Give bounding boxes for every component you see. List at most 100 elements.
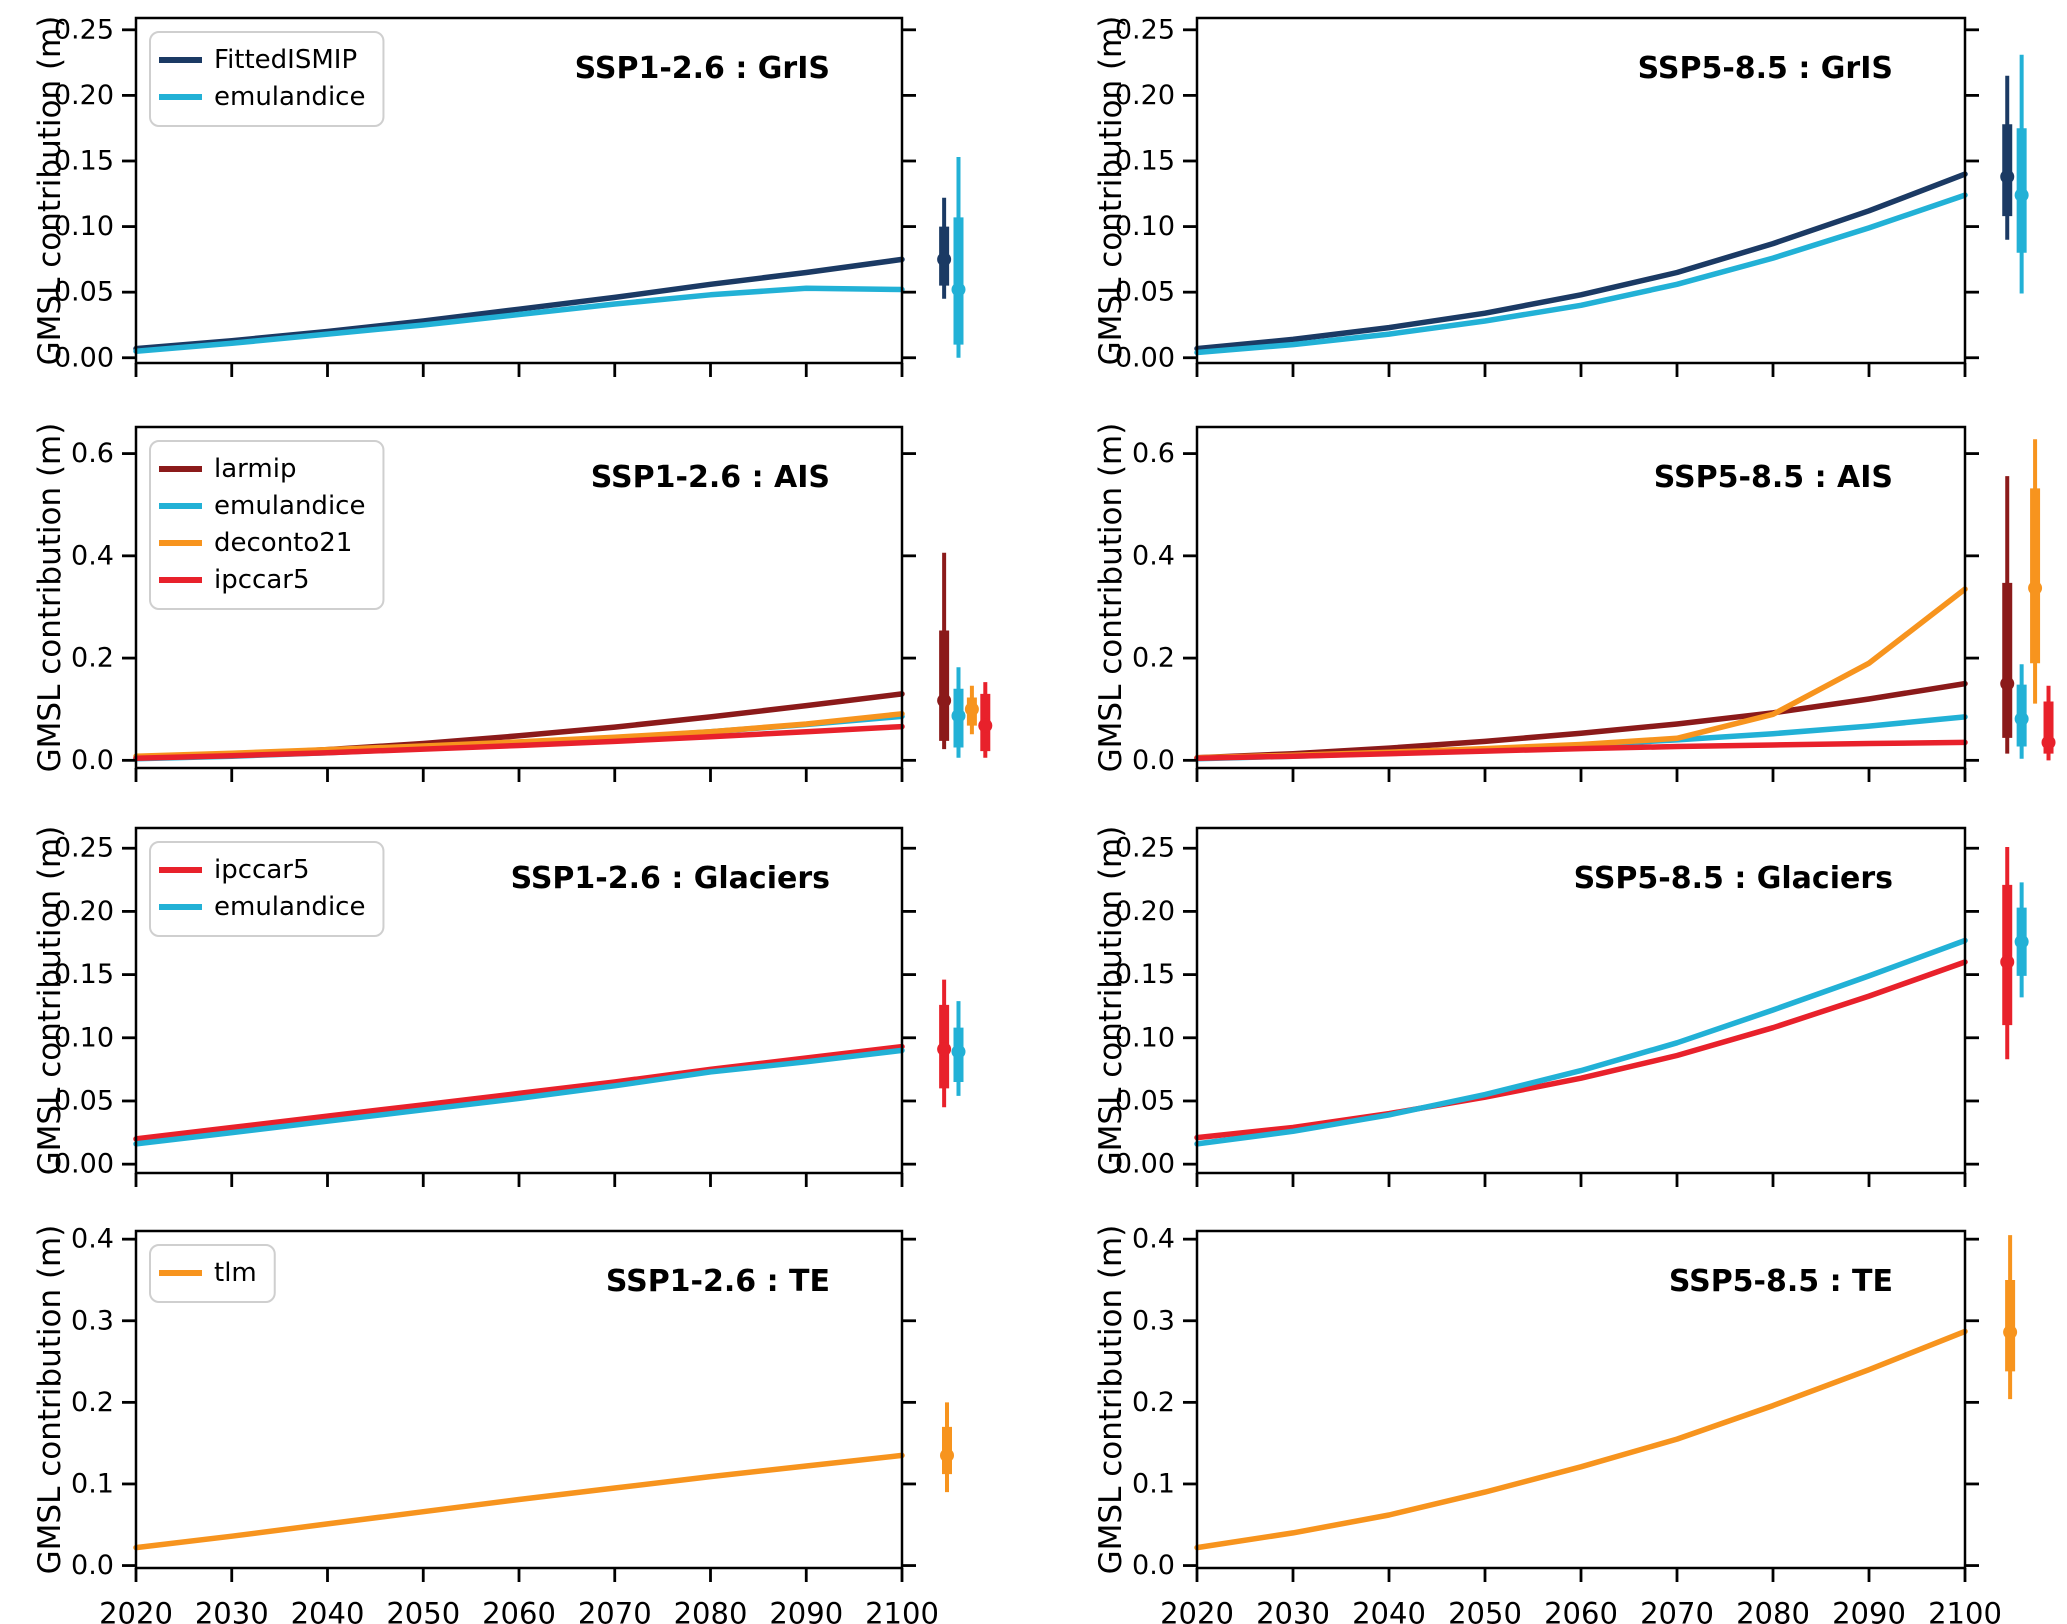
series-line-ipccar5 bbox=[133, 1043, 905, 1142]
errorbar-median-ipccar5 bbox=[2000, 954, 2015, 969]
x-tick-label: 2040 bbox=[291, 1597, 365, 1624]
errorbar-median-emulandice bbox=[2014, 188, 2029, 203]
series-line-emulandice bbox=[1194, 192, 1968, 356]
y-tick-label: 0.10 bbox=[1115, 211, 1175, 242]
y-tick-label: 0.05 bbox=[54, 1085, 114, 1116]
y-tick-label: 0.2 bbox=[71, 643, 114, 674]
legend-label-FittedISMIP: FittedISMIP bbox=[214, 45, 357, 75]
legend-label-emulandice: emulandice bbox=[214, 892, 365, 922]
y-tick-label: 0.15 bbox=[1115, 959, 1175, 990]
y-tick-label: 0.25 bbox=[54, 14, 114, 45]
x-tick-label: 2040 bbox=[1352, 1597, 1426, 1624]
y-tick-label: 0.00 bbox=[54, 342, 114, 373]
y-tick-label: 0.20 bbox=[54, 80, 114, 111]
panel-title: SSP1-2.6 : GrIS bbox=[575, 51, 830, 86]
x-tick-label: 2070 bbox=[578, 1597, 652, 1624]
x-tick-label: 2050 bbox=[1448, 1597, 1522, 1624]
series-line-ipccar5 bbox=[1194, 959, 1968, 1141]
y-tick-label: 0.0 bbox=[71, 1550, 114, 1581]
x-tick-label: 2090 bbox=[1832, 1597, 1906, 1624]
x-tick-label: 2030 bbox=[1256, 1597, 1330, 1624]
y-tick-label: 0.10 bbox=[1115, 1022, 1175, 1053]
legend-label-ipccar5: ipccar5 bbox=[214, 855, 309, 885]
legend-box: tlm bbox=[149, 1244, 276, 1303]
x-tick-label: 2100 bbox=[1928, 1597, 2002, 1624]
legend-label-tlm: tlm bbox=[214, 1258, 257, 1288]
y-tick-label: 0.1 bbox=[1132, 1468, 1175, 1499]
series-line-ipccar5 bbox=[133, 723, 905, 762]
y-axis-label: GMSL contribution (m) bbox=[32, 16, 68, 366]
series-line-emulandice bbox=[133, 285, 905, 354]
errorbar-median-larmip bbox=[937, 693, 952, 708]
panel-title: SSP5-8.5 : TE bbox=[1669, 1264, 1893, 1299]
x-tick-label: 2080 bbox=[674, 1597, 748, 1624]
y-tick-label: 0.25 bbox=[1115, 14, 1175, 45]
panel-title: SSP5-8.5 : AIS bbox=[1654, 460, 1893, 495]
errorbar-median-emulandice bbox=[2014, 711, 2029, 726]
errorbar-median-emulandice bbox=[951, 1044, 966, 1059]
y-tick-label: 0.4 bbox=[1132, 1224, 1175, 1255]
y-tick-label: 0.2 bbox=[1132, 643, 1175, 674]
legend-frame bbox=[149, 440, 385, 610]
y-axis-label: GMSL contribution (m) bbox=[1093, 423, 1129, 773]
errorbar-median-ipccar5 bbox=[937, 1042, 952, 1057]
y-tick-label: 0.20 bbox=[1115, 80, 1175, 111]
y-tick-label: 0.15 bbox=[54, 145, 114, 176]
x-tick-label: 2050 bbox=[386, 1597, 460, 1624]
x-tick-label: 2070 bbox=[1640, 1597, 1714, 1624]
errorbar-median-tlm bbox=[2003, 1325, 2018, 1340]
legend-frame bbox=[149, 31, 385, 127]
panel-title: SSP1-2.6 : Glaciers bbox=[511, 861, 830, 896]
y-axis-label: GMSL contribution (m) bbox=[32, 1225, 68, 1575]
y-tick-label: 0.20 bbox=[54, 896, 114, 927]
y-tick-label: 0.25 bbox=[1115, 833, 1175, 864]
legend-frame bbox=[149, 1244, 276, 1303]
panel-title: SSP5-8.5 : GrIS bbox=[1638, 51, 1893, 86]
y-axis-label: GMSL contribution (m) bbox=[1093, 16, 1129, 366]
x-tick-label: 2080 bbox=[1736, 1597, 1810, 1624]
y-tick-label: 0.0 bbox=[1132, 1550, 1175, 1581]
series-line-emulandice bbox=[1194, 937, 1968, 1147]
y-tick-label: 0.2 bbox=[1132, 1387, 1175, 1418]
legend-label-ipccar5: ipccar5 bbox=[214, 565, 309, 595]
series-line-ipccar5 bbox=[1194, 739, 1968, 762]
legend-label-emulandice: emulandice bbox=[214, 82, 365, 112]
y-tick-label: 0.10 bbox=[54, 1022, 114, 1053]
y-tick-label: 0.0 bbox=[71, 745, 114, 776]
series-line-emulandice bbox=[133, 1047, 905, 1147]
legend-label-emulandice: emulandice bbox=[214, 491, 365, 521]
y-tick-label: 0.05 bbox=[54, 277, 114, 308]
subplot-ssp585-te: 0.0 0.1 0.2 0.3 0.4 2020 2030 2040 2050 2060 2070 2… bbox=[1093, 1224, 2018, 1624]
series-line-FittedISMIP bbox=[1194, 171, 1968, 352]
errorbar-median-emulandice bbox=[951, 708, 966, 723]
legend-frame bbox=[149, 841, 385, 937]
series-line-FittedISMIP bbox=[133, 256, 905, 352]
x-tick-label: 2060 bbox=[1544, 1597, 1618, 1624]
errorbar-median-ipccar5 bbox=[2041, 735, 2056, 750]
panel-title: SSP5-8.5 : Glaciers bbox=[1574, 861, 1893, 896]
y-tick-label: 0.05 bbox=[1115, 1085, 1175, 1116]
subplot-ssp126-te: 0.0 0.1 0.2 0.3 0.4 2020 2030 2040 2050 2060 2070 2… bbox=[32, 1224, 955, 1624]
y-tick-label: 0.4 bbox=[71, 1224, 114, 1255]
legend-box: FittedISMIP emulandice bbox=[149, 31, 385, 127]
x-tick-label: 2090 bbox=[769, 1597, 843, 1624]
y-axis-label: GMSL contribution (m) bbox=[32, 423, 68, 773]
x-tick-label: 2020 bbox=[1160, 1597, 1234, 1624]
y-tick-label: 0.2 bbox=[71, 1387, 114, 1418]
y-axis-label: GMSL contribution (m) bbox=[1093, 1225, 1129, 1575]
y-tick-label: 0.6 bbox=[71, 438, 114, 469]
x-tick-label: 2020 bbox=[99, 1597, 173, 1624]
x-tick-label: 2060 bbox=[482, 1597, 556, 1624]
y-tick-label: 0.0 bbox=[1132, 745, 1175, 776]
y-tick-label: 0.00 bbox=[54, 1149, 114, 1180]
y-tick-label: 0.05 bbox=[1115, 277, 1175, 308]
panel-title: SSP1-2.6 : TE bbox=[606, 1264, 830, 1299]
errorbar-median-emulandice bbox=[2014, 934, 2029, 949]
y-axis-label: GMSL contribution (m) bbox=[32, 826, 68, 1176]
y-tick-label: 0.4 bbox=[71, 540, 114, 571]
x-tick-label: 2030 bbox=[195, 1597, 269, 1624]
errorbar-median-deconto21 bbox=[2028, 581, 2043, 596]
